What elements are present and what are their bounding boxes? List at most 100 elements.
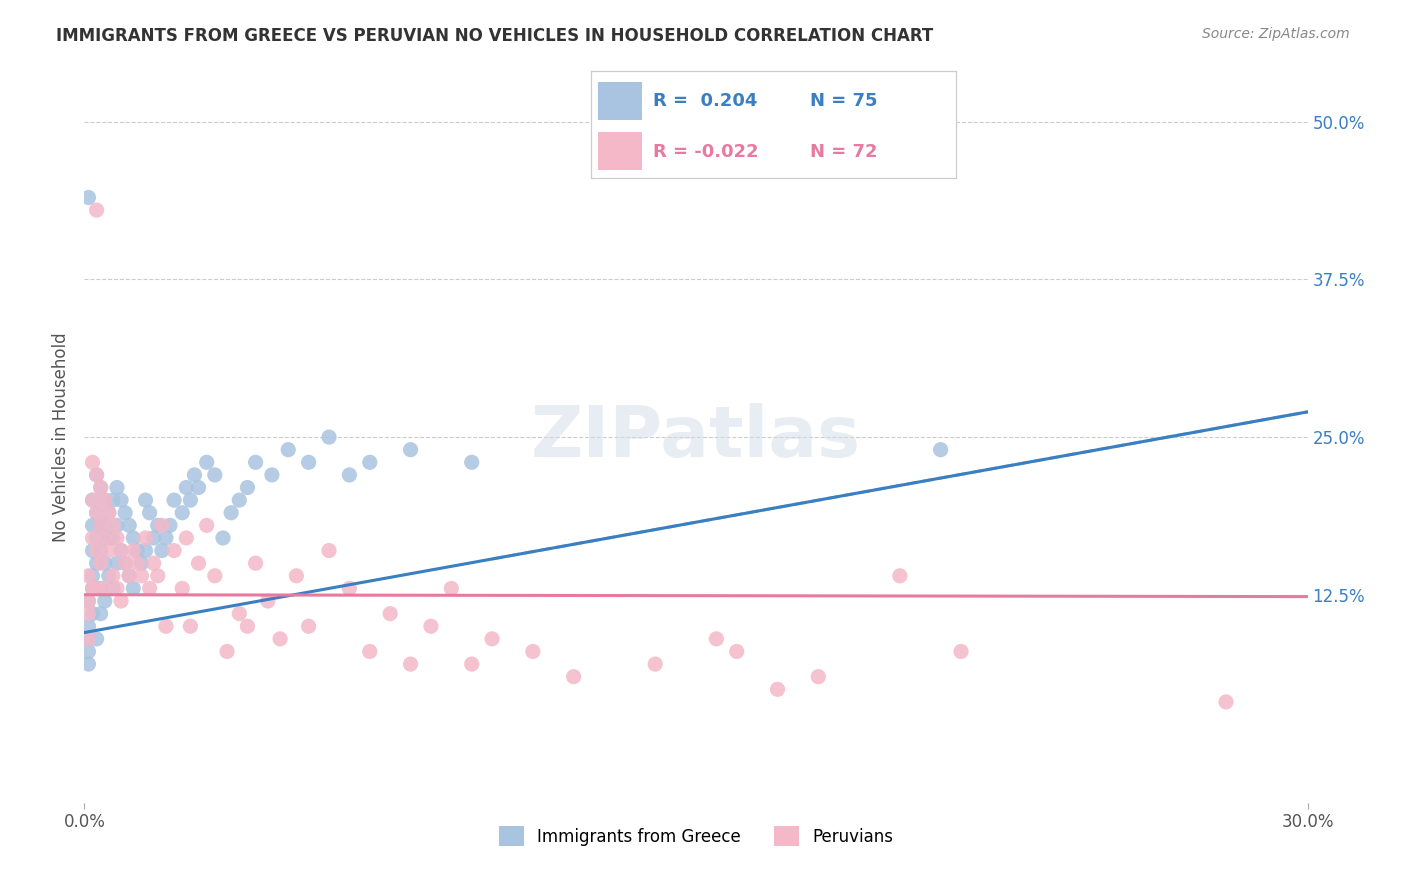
Peruvians bbox=[195, 518, 218, 533]
Peruvians bbox=[90, 518, 112, 533]
Immigrants from Greece bbox=[90, 481, 112, 495]
Immigrants from Greece bbox=[77, 619, 100, 633]
Immigrants from Greece bbox=[929, 442, 952, 457]
Peruvians bbox=[179, 619, 201, 633]
Immigrants from Greece bbox=[131, 556, 153, 570]
Peruvians bbox=[481, 632, 503, 646]
Peruvians bbox=[77, 607, 100, 621]
Peruvians bbox=[86, 467, 108, 482]
Peruvians bbox=[146, 569, 169, 583]
Immigrants from Greece bbox=[110, 493, 132, 508]
Immigrants from Greece bbox=[159, 518, 181, 533]
Peruvians bbox=[889, 569, 911, 583]
Immigrants from Greece bbox=[339, 467, 361, 482]
Peruvians bbox=[174, 531, 197, 545]
Peruvians bbox=[101, 569, 124, 583]
Immigrants from Greece bbox=[93, 493, 115, 508]
Immigrants from Greece bbox=[97, 506, 120, 520]
Immigrants from Greece bbox=[179, 493, 201, 508]
Immigrants from Greece bbox=[155, 531, 177, 545]
Peruvians bbox=[82, 493, 104, 508]
Peruvians bbox=[93, 493, 115, 508]
Peruvians bbox=[725, 644, 748, 658]
Immigrants from Greece bbox=[86, 556, 108, 570]
Peruvians bbox=[105, 531, 128, 545]
Peruvians bbox=[93, 582, 115, 596]
Immigrants from Greece bbox=[86, 506, 108, 520]
Immigrants from Greece bbox=[118, 569, 141, 583]
Y-axis label: No Vehicles in Household: No Vehicles in Household bbox=[52, 332, 70, 542]
Immigrants from Greece bbox=[114, 506, 136, 520]
Immigrants from Greece bbox=[461, 455, 484, 469]
Peruvians bbox=[440, 582, 463, 596]
Peruvians bbox=[187, 556, 209, 570]
Peruvians bbox=[950, 644, 973, 658]
Immigrants from Greece bbox=[359, 455, 381, 469]
Peruvians bbox=[97, 543, 120, 558]
Immigrants from Greece bbox=[82, 569, 104, 583]
Immigrants from Greece bbox=[228, 493, 250, 508]
Peruvians bbox=[82, 455, 104, 469]
Immigrants from Greece bbox=[86, 467, 108, 482]
Immigrants from Greece bbox=[105, 556, 128, 570]
Peruvians bbox=[163, 543, 186, 558]
Peruvians bbox=[522, 644, 544, 658]
Peruvians bbox=[269, 632, 291, 646]
Immigrants from Greece bbox=[101, 531, 124, 545]
Peruvians bbox=[82, 582, 104, 596]
Immigrants from Greece bbox=[77, 190, 100, 204]
Immigrants from Greece bbox=[260, 467, 283, 482]
Immigrants from Greece bbox=[219, 506, 242, 520]
Text: R = -0.022: R = -0.022 bbox=[652, 143, 758, 161]
Immigrants from Greece bbox=[318, 430, 340, 444]
Peruvians bbox=[807, 670, 830, 684]
Peruvians bbox=[90, 556, 112, 570]
Peruvians bbox=[110, 543, 132, 558]
Immigrants from Greece bbox=[90, 518, 112, 533]
Immigrants from Greece bbox=[135, 493, 157, 508]
Peruvians bbox=[285, 569, 308, 583]
Immigrants from Greece bbox=[204, 467, 226, 482]
Peruvians bbox=[90, 481, 112, 495]
Peruvians bbox=[380, 607, 402, 621]
Immigrants from Greece bbox=[236, 481, 259, 495]
Immigrants from Greece bbox=[195, 455, 218, 469]
Peruvians bbox=[138, 582, 160, 596]
Immigrants from Greece bbox=[82, 607, 104, 621]
Immigrants from Greece bbox=[150, 543, 173, 558]
FancyBboxPatch shape bbox=[598, 132, 641, 169]
Immigrants from Greece bbox=[399, 442, 422, 457]
Immigrants from Greece bbox=[86, 531, 108, 545]
Text: ZIPatlas: ZIPatlas bbox=[531, 402, 860, 472]
Peruvians bbox=[257, 594, 280, 608]
Immigrants from Greece bbox=[93, 556, 115, 570]
Text: IMMIGRANTS FROM GREECE VS PERUVIAN NO VEHICLES IN HOUSEHOLD CORRELATION CHART: IMMIGRANTS FROM GREECE VS PERUVIAN NO VE… bbox=[56, 27, 934, 45]
Immigrants from Greece bbox=[138, 506, 160, 520]
Peruvians bbox=[118, 569, 141, 583]
Immigrants from Greece bbox=[101, 493, 124, 508]
Immigrants from Greece bbox=[86, 632, 108, 646]
Text: R =  0.204: R = 0.204 bbox=[652, 93, 756, 111]
Peruvians bbox=[86, 506, 108, 520]
Peruvians bbox=[77, 594, 100, 608]
Immigrants from Greece bbox=[110, 543, 132, 558]
Immigrants from Greece bbox=[77, 594, 100, 608]
Text: N = 75: N = 75 bbox=[810, 93, 877, 111]
Peruvians bbox=[110, 594, 132, 608]
Immigrants from Greece bbox=[187, 481, 209, 495]
Peruvians bbox=[127, 556, 149, 570]
Immigrants from Greece bbox=[127, 543, 149, 558]
Immigrants from Greece bbox=[101, 582, 124, 596]
Immigrants from Greece bbox=[174, 481, 197, 495]
Immigrants from Greece bbox=[146, 518, 169, 533]
Immigrants from Greece bbox=[77, 644, 100, 658]
Peruvians bbox=[204, 569, 226, 583]
Peruvians bbox=[399, 657, 422, 671]
Immigrants from Greece bbox=[97, 569, 120, 583]
Immigrants from Greece bbox=[90, 607, 112, 621]
Peruvians bbox=[105, 582, 128, 596]
Peruvians bbox=[298, 619, 321, 633]
Immigrants from Greece bbox=[93, 594, 115, 608]
Text: Source: ZipAtlas.com: Source: ZipAtlas.com bbox=[1202, 27, 1350, 41]
Peruvians bbox=[359, 644, 381, 658]
